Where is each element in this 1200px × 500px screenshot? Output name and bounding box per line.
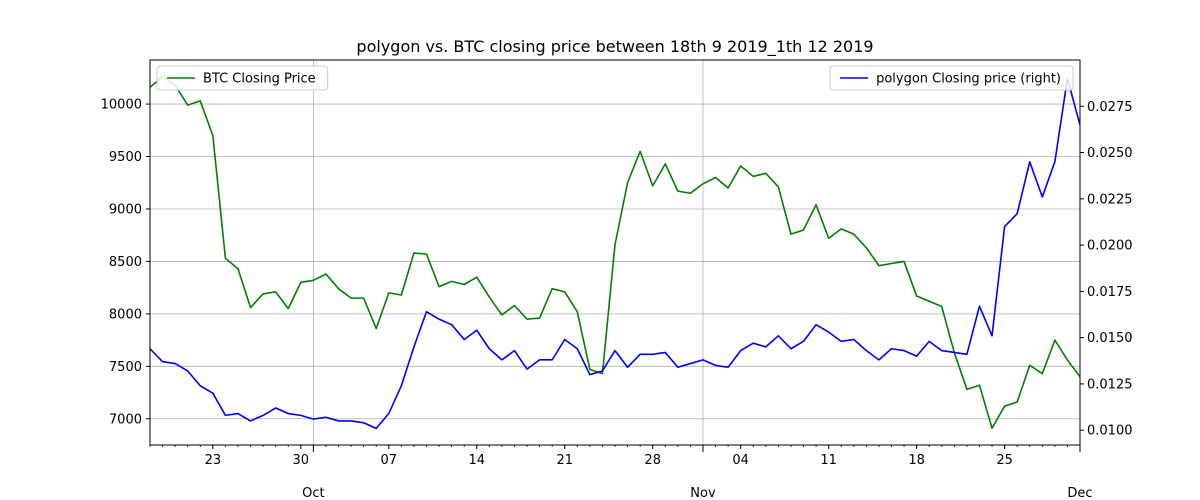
x-major-tick-label: Dec	[1067, 486, 1092, 500]
chart-title: polygon vs. BTC closing price between 18…	[356, 37, 873, 57]
y-left-tick-label: 7000	[109, 412, 142, 427]
legend-label: BTC Closing Price	[203, 72, 316, 87]
x-minor-tick-label: 28	[644, 453, 661, 468]
legends: BTC Closing Price polygon Closing price (…	[156, 65, 1074, 91]
y-right-tick-label: 0.0125	[1087, 377, 1133, 392]
btc-price-line	[149, 75, 1081, 430]
y-left-tick-label: 9500	[109, 150, 142, 165]
y-left-tick-label: 10000	[101, 98, 142, 113]
x-major-tick-label: Oct	[302, 486, 324, 500]
x-minor-tick-label: 18	[908, 453, 925, 468]
y-right-tick-label: 0.0100	[1087, 424, 1133, 439]
y-left-tick-label: 7500	[109, 360, 142, 375]
y-right-tick-label: 0.0275	[1087, 100, 1133, 115]
legend-label: polygon Closing price (right)	[876, 72, 1061, 87]
y-left-tick-label: 9000	[109, 202, 142, 217]
y-right-tick-label: 0.0175	[1087, 285, 1133, 300]
y-left-tick-label: 8500	[109, 255, 142, 270]
legend-btc: BTC Closing Price	[156, 65, 329, 91]
y-right-tick-label: 0.0150	[1087, 331, 1133, 346]
x-minor-tick-label: 14	[468, 453, 485, 468]
y-axis-right: 0.0100 0.0125 0.0150 0.0175 0.0200 0.0225 0.02…	[1080, 100, 1133, 439]
x-minor-tick-label: 11	[820, 453, 837, 468]
x-minor-tick-label: 21	[556, 453, 573, 468]
x-major-tick-label: Nov	[690, 486, 716, 500]
polygon-price-line	[149, 77, 1081, 430]
y-right-tick-label: 0.0200	[1087, 239, 1133, 254]
x-minor-tick-label: 23	[205, 453, 222, 468]
y-axis-left: 7000 7500 8000 8500 9000 9500 10000	[101, 98, 150, 427]
y-left-tick-label: 8000	[109, 307, 142, 322]
series-layer	[149, 75, 1081, 430]
legend-box	[829, 65, 1074, 91]
y-right-tick-label: 0.0250	[1087, 146, 1133, 161]
x-minor-tick-label: 25	[996, 453, 1013, 468]
y-right-tick-label: 0.0225	[1087, 192, 1133, 207]
x-minor-tick-label: 04	[732, 453, 749, 468]
x-axis: 23 30 07 14 21 28 04 11 18 25 Oct Nov Dec	[149, 445, 1093, 500]
x-minor-tick-label: 07	[381, 453, 398, 468]
legend-box	[156, 65, 329, 91]
x-minor-tick-label: 30	[293, 453, 310, 468]
legend-polygon: polygon Closing price (right)	[829, 65, 1074, 91]
grid	[150, 60, 1081, 445]
